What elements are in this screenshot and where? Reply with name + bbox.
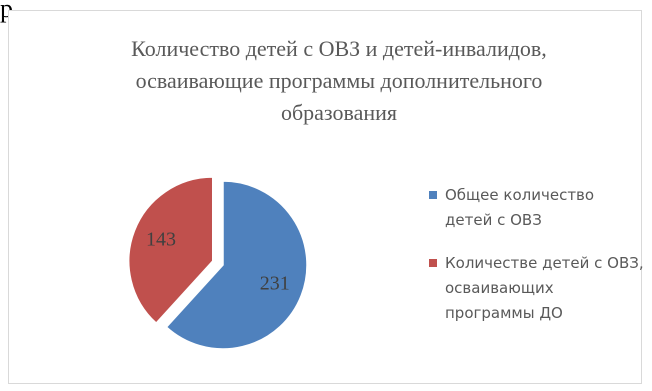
legend-item-programs: Количестве детей с ОВЗ, осваивающих прог… — [429, 251, 644, 326]
pie-slice-programs — [128, 176, 214, 325]
legend-swatch-programs — [429, 259, 437, 267]
legend-swatch-total — [429, 191, 437, 199]
data-label-total: 231 — [260, 273, 290, 295]
pie-chart: 231 143 — [128, 176, 308, 350]
legend-label-total: Общее количество детей с ОВЗ — [445, 186, 595, 229]
chart-title-line-3: образования — [280, 100, 398, 125]
legend-item-total: Общее количество детей с ОВЗ — [429, 183, 644, 233]
pie-slice-total — [165, 180, 308, 350]
legend-label-programs: Количестве детей с ОВЗ, осваивающих прог… — [445, 254, 644, 322]
data-label-programs: 143 — [146, 229, 176, 251]
chart-title: Количество детей с ОВЗ и детей-инвалидов… — [69, 33, 609, 129]
chart-legend: Общее количество детей с ОВЗ Количестве … — [429, 183, 644, 344]
chart-title-line-1: Количество детей с ОВЗ и детей-инвалидов… — [131, 36, 547, 61]
chart-title-line-2: осваивающие программы дополнительного — [135, 68, 543, 93]
chart-area: Количество детей с ОВЗ и детей-инвалидов… — [8, 10, 644, 384]
